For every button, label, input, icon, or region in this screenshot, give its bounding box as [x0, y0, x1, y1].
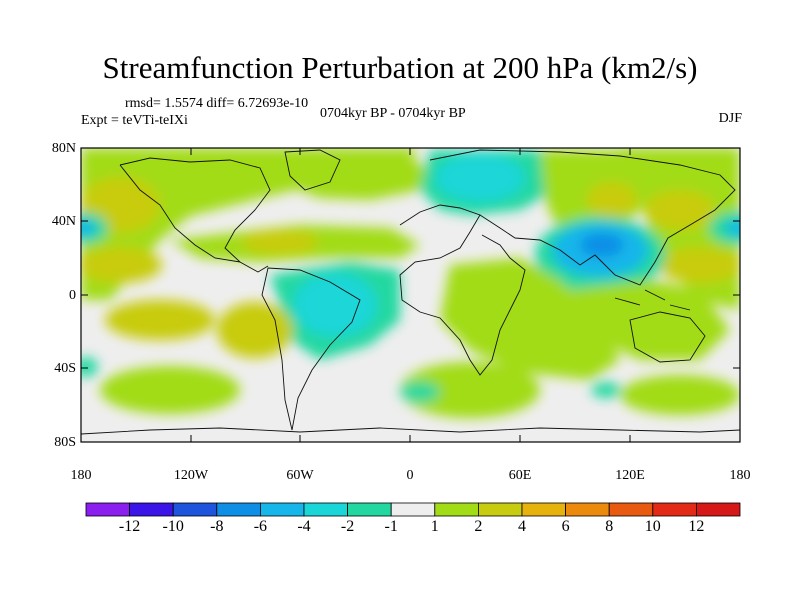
lon-label-60w: 60W: [286, 468, 314, 483]
lon-label-0: 0: [406, 468, 414, 483]
west-pacific-yellow-2: [81, 247, 162, 283]
colorbar-swatch: [565, 502, 610, 517]
indian-ocean-band: [570, 280, 730, 360]
south-asia-low-core: [580, 233, 624, 257]
colorbar: [85, 502, 741, 517]
pacific-east-low-core: [726, 220, 740, 236]
colorbar-label: 8: [605, 518, 614, 535]
australia-coast: [629, 311, 706, 363]
colorbar-swatch: [390, 502, 436, 517]
stats-text: rmsd= 1.5574 diff= 6.72693e-10: [125, 96, 309, 111]
colorbar-label: -6: [253, 518, 268, 535]
north-america-coast: [119, 157, 271, 273]
axis-ticks: [80, 147, 741, 443]
colorbar-label: -1: [384, 518, 398, 535]
colorbar-label: 10: [644, 518, 661, 535]
asia-coast: [429, 149, 736, 286]
pacific-east-low: [709, 212, 740, 244]
colorbar-label: -8: [210, 518, 224, 535]
colorbar-label: -2: [340, 518, 355, 535]
greenland-coast: [284, 149, 341, 191]
europe-africa-coast: [399, 204, 526, 376]
south-pacific-cyan: [81, 357, 98, 377]
south-pacific-yellow: [105, 300, 215, 340]
south-america-low-core: [293, 273, 377, 337]
se-pacific-yellow: [217, 302, 293, 358]
central-asia-yellow: [587, 182, 637, 218]
colorbar-swatch: [172, 502, 218, 517]
greenland-band: [280, 150, 430, 200]
south-america-coast: [261, 267, 361, 431]
colorbar-label: 4: [518, 518, 526, 535]
africa-band: [440, 258, 620, 380]
lon-label-180w: 180: [70, 468, 92, 483]
pacific-west-low-core: [81, 220, 96, 236]
map-title: Streamfunction Perturbation at 200 hPa (…: [102, 50, 698, 85]
colorbar-swatch: [696, 502, 741, 517]
lat-label-40s: 40S: [54, 361, 76, 376]
lon-label-120w: 120W: [173, 468, 209, 483]
period-label: 0704kyr BP - 0704kyr BP: [320, 106, 466, 121]
colorbar-label: -4: [297, 518, 311, 535]
south-atlantic-cyan: [400, 382, 440, 402]
lat-label-80s: 80S: [54, 435, 76, 450]
colorbar-swatch: [216, 502, 261, 517]
siberia-low-core: [435, 154, 525, 202]
colorbar-swatch: [85, 502, 130, 517]
atlantic-yellow: [242, 230, 318, 254]
colorbar-swatch: [652, 502, 697, 517]
lon-label-60e: 60E: [508, 468, 532, 483]
season-label: DJF: [718, 111, 742, 126]
islands-indonesia: [614, 289, 691, 311]
streamfunction-field: [81, 148, 740, 442]
south-indian-cyan: [591, 382, 621, 398]
colorbar-swatch: [259, 502, 305, 517]
lat-label-0: 0: [69, 288, 76, 303]
south-pacific-green: [100, 366, 240, 414]
colorbar-label: -10: [162, 518, 184, 535]
antarctica-coast: [81, 427, 740, 435]
colorbar-swatch: [608, 502, 654, 517]
colorbar-swatch: [303, 502, 348, 517]
colorbar-label: 12: [688, 518, 705, 535]
colorbar-swatch: [521, 502, 566, 517]
lon-label-120e: 120E: [615, 468, 645, 483]
south-indian-green: [620, 375, 740, 415]
east-asia-yellow: [645, 190, 715, 230]
east-pacific-yellow: [658, 247, 740, 283]
colorbar-swatch: [129, 502, 174, 517]
experiment-label: Expt = teVTi-teIXi: [81, 113, 188, 128]
coastlines: [81, 149, 740, 435]
colorbar-label: -12: [118, 518, 141, 535]
colorbar-label: 6: [561, 518, 570, 535]
colorbar-swatch: [477, 502, 523, 517]
colorbar-swatch: [434, 502, 479, 517]
colorbar-label: 1: [430, 518, 439, 535]
colorbar-label: 2: [474, 518, 483, 535]
north-pacific-band: [81, 148, 420, 300]
lat-label-80n: 80N: [51, 141, 76, 156]
south-atlantic-green: [400, 362, 540, 418]
lon-label-180e: 180: [729, 468, 751, 483]
colorbar-swatch: [347, 502, 392, 517]
lat-label-40n: 40N: [51, 214, 76, 229]
